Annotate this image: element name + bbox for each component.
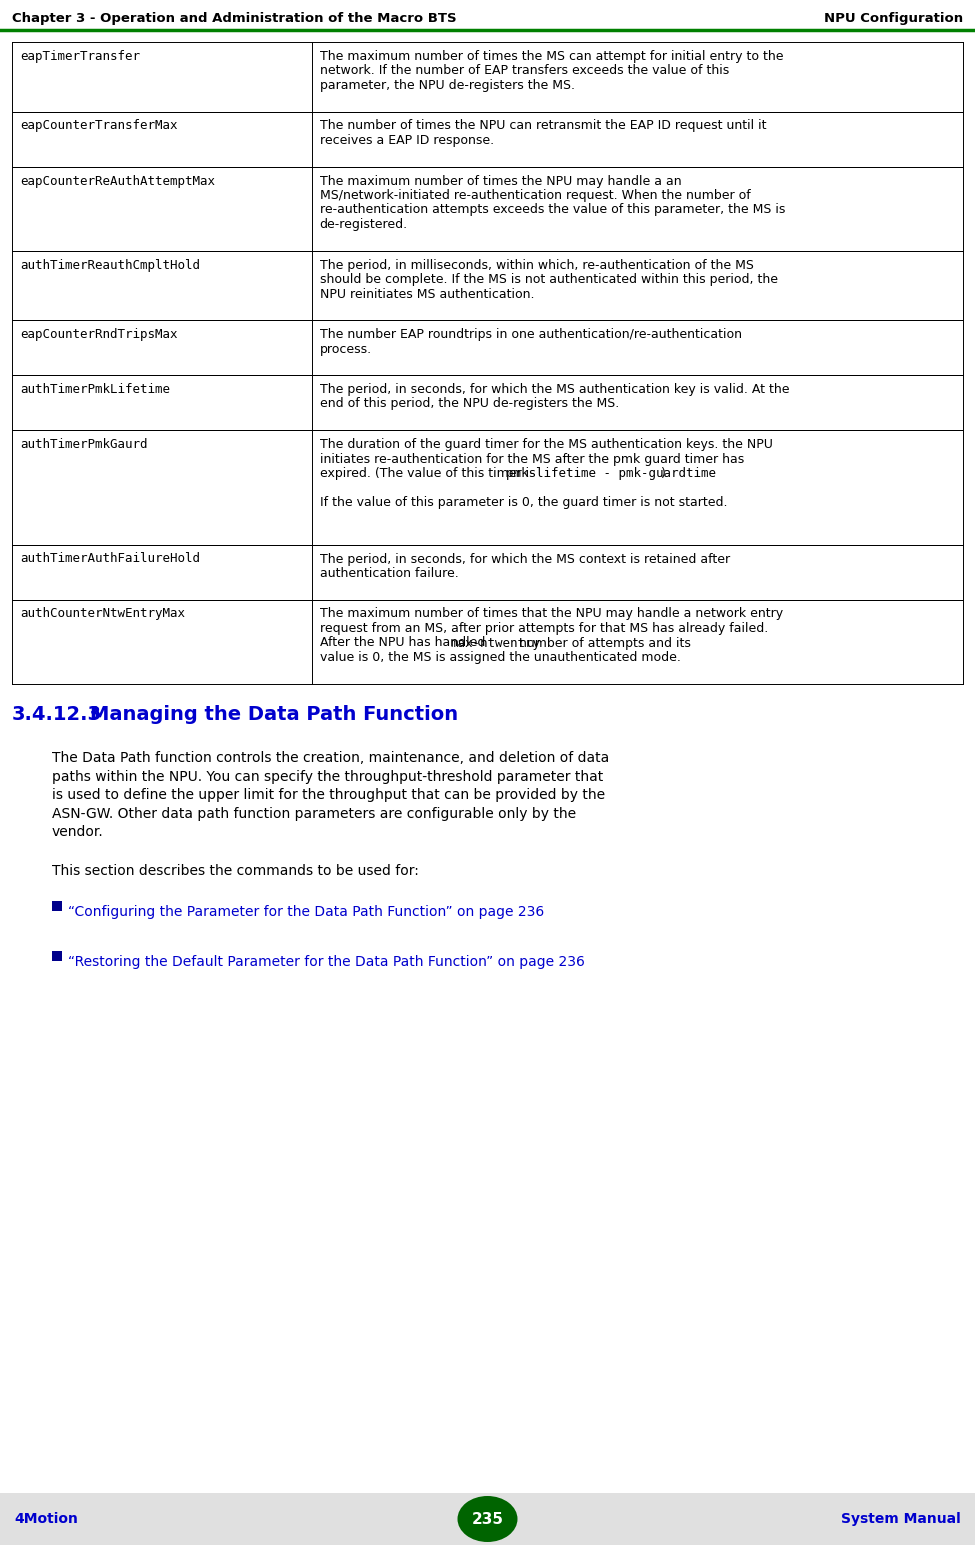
Text: ASN-GW. Other data path function parameters are configurable only by the: ASN-GW. Other data path function paramet… (52, 806, 576, 820)
Text: authTimerPmkLifetime: authTimerPmkLifetime (20, 383, 170, 396)
Bar (0, 1492, 975, 1545)
Text: process.: process. (320, 343, 371, 355)
Text: The maximum number of times that the NPU may handle a network entry: The maximum number of times that the NPU… (320, 607, 783, 621)
Text: pmk-lifetime - pmk-guardtime: pmk-lifetime - pmk-guardtime (506, 467, 716, 480)
Text: The number EAP roundtrips in one authentication/re-authentication: The number EAP roundtrips in one authent… (320, 328, 742, 341)
Text: vendor.: vendor. (52, 825, 103, 839)
Text: number of attempts and its: number of attempts and its (516, 637, 691, 649)
Text: “Configuring the Parameter for the Data Path Function” on page 236: “Configuring the Parameter for the Data … (68, 905, 544, 919)
Text: receives a EAP ID response.: receives a EAP ID response. (320, 134, 493, 147)
Text: eapCounterRndTripsMax: eapCounterRndTripsMax (20, 328, 177, 341)
Text: is used to define the upper limit for the throughput that can be provided by the: is used to define the upper limit for th… (52, 788, 605, 802)
Text: eapTimerTransfer: eapTimerTransfer (20, 49, 140, 63)
Text: authTimerAuthFailureHold: authTimerAuthFailureHold (20, 553, 200, 565)
Text: The maximum number of times the NPU may handle a an: The maximum number of times the NPU may … (320, 175, 682, 187)
Text: MS/network-initiated re-authentication request. When the number of: MS/network-initiated re-authentication r… (320, 188, 751, 202)
Text: The maximum number of times the MS can attempt for initial entry to the: The maximum number of times the MS can a… (320, 49, 783, 63)
Text: value is 0, the MS is assigned the unauthenticated mode.: value is 0, the MS is assigned the unaut… (320, 650, 681, 664)
Bar (52, 901, 62, 912)
Text: .): .) (657, 467, 666, 480)
Text: “Restoring the Default Parameter for the Data Path Function” on page 236: “Restoring the Default Parameter for the… (68, 955, 585, 969)
Text: The period, in seconds, for which the MS authentication key is valid. At the: The period, in seconds, for which the MS… (320, 383, 789, 396)
Ellipse shape (457, 1496, 518, 1542)
Text: The period, in milliseconds, within which, re-authentication of the MS: The period, in milliseconds, within whic… (320, 258, 754, 272)
Text: eapCounterTransferMax: eapCounterTransferMax (20, 119, 177, 133)
Text: authentication failure.: authentication failure. (320, 567, 458, 579)
Text: parameter, the NPU de-registers the MS.: parameter, the NPU de-registers the MS. (320, 79, 574, 93)
Text: The period, in seconds, for which the MS context is retained after: The period, in seconds, for which the MS… (320, 553, 729, 565)
Text: After the NPU has handled: After the NPU has handled (320, 637, 488, 649)
Text: re-authentication attempts exceeds the value of this parameter, the MS is: re-authentication attempts exceeds the v… (320, 204, 785, 216)
Text: NPU Configuration: NPU Configuration (824, 12, 963, 25)
Text: should be complete. If the MS is not authenticated within this period, the: should be complete. If the MS is not aut… (320, 273, 778, 286)
Text: end of this period, the NPU de-registers the MS.: end of this period, the NPU de-registers… (320, 397, 619, 411)
Text: The duration of the guard timer for the MS authentication keys. the NPU: The duration of the guard timer for the … (320, 437, 772, 451)
Bar (52, 952, 62, 961)
Text: initiates re-authentication for the MS after the pmk guard timer has: initiates re-authentication for the MS a… (320, 453, 744, 465)
Text: Managing the Data Path Function: Managing the Data Path Function (90, 706, 458, 725)
Text: request from an MS, after prior attempts for that MS has already failed.: request from an MS, after prior attempts… (320, 623, 768, 635)
Text: This section describes the commands to be used for:: This section describes the commands to b… (52, 864, 419, 878)
Text: network. If the number of EAP transfers exceeds the value of this: network. If the number of EAP transfers … (320, 65, 729, 77)
Text: max-ntwentry: max-ntwentry (450, 637, 540, 649)
Text: NPU reinitiates MS authentication.: NPU reinitiates MS authentication. (320, 287, 534, 300)
Text: de-registered.: de-registered. (320, 218, 408, 232)
Text: System Manual: System Manual (841, 1513, 961, 1526)
Text: paths within the NPU. You can specify the throughput-threshold parameter that: paths within the NPU. You can specify th… (52, 769, 604, 783)
Text: The Data Path function controls the creation, maintenance, and deletion of data: The Data Path function controls the crea… (52, 751, 609, 765)
Text: eapCounterReAuthAttemptMax: eapCounterReAuthAttemptMax (20, 175, 215, 187)
Text: 4Motion: 4Motion (14, 1513, 78, 1526)
Text: authTimerPmkGaurd: authTimerPmkGaurd (20, 437, 147, 451)
Text: authCounterNtwEntryMax: authCounterNtwEntryMax (20, 607, 185, 621)
Text: The number of times the NPU can retransmit the EAP ID request until it: The number of times the NPU can retransm… (320, 119, 766, 133)
Text: authTimerReauthCmpltHold: authTimerReauthCmpltHold (20, 258, 200, 272)
Text: 3.4.12.3: 3.4.12.3 (12, 706, 102, 725)
Text: Chapter 3 - Operation and Administration of the Macro BTS: Chapter 3 - Operation and Administration… (12, 12, 456, 25)
Text: If the value of this parameter is 0, the guard timer is not started.: If the value of this parameter is 0, the… (320, 496, 727, 508)
Text: expired. (The value of this timer is: expired. (The value of this timer is (320, 467, 539, 480)
Text: 235: 235 (472, 1511, 503, 1526)
